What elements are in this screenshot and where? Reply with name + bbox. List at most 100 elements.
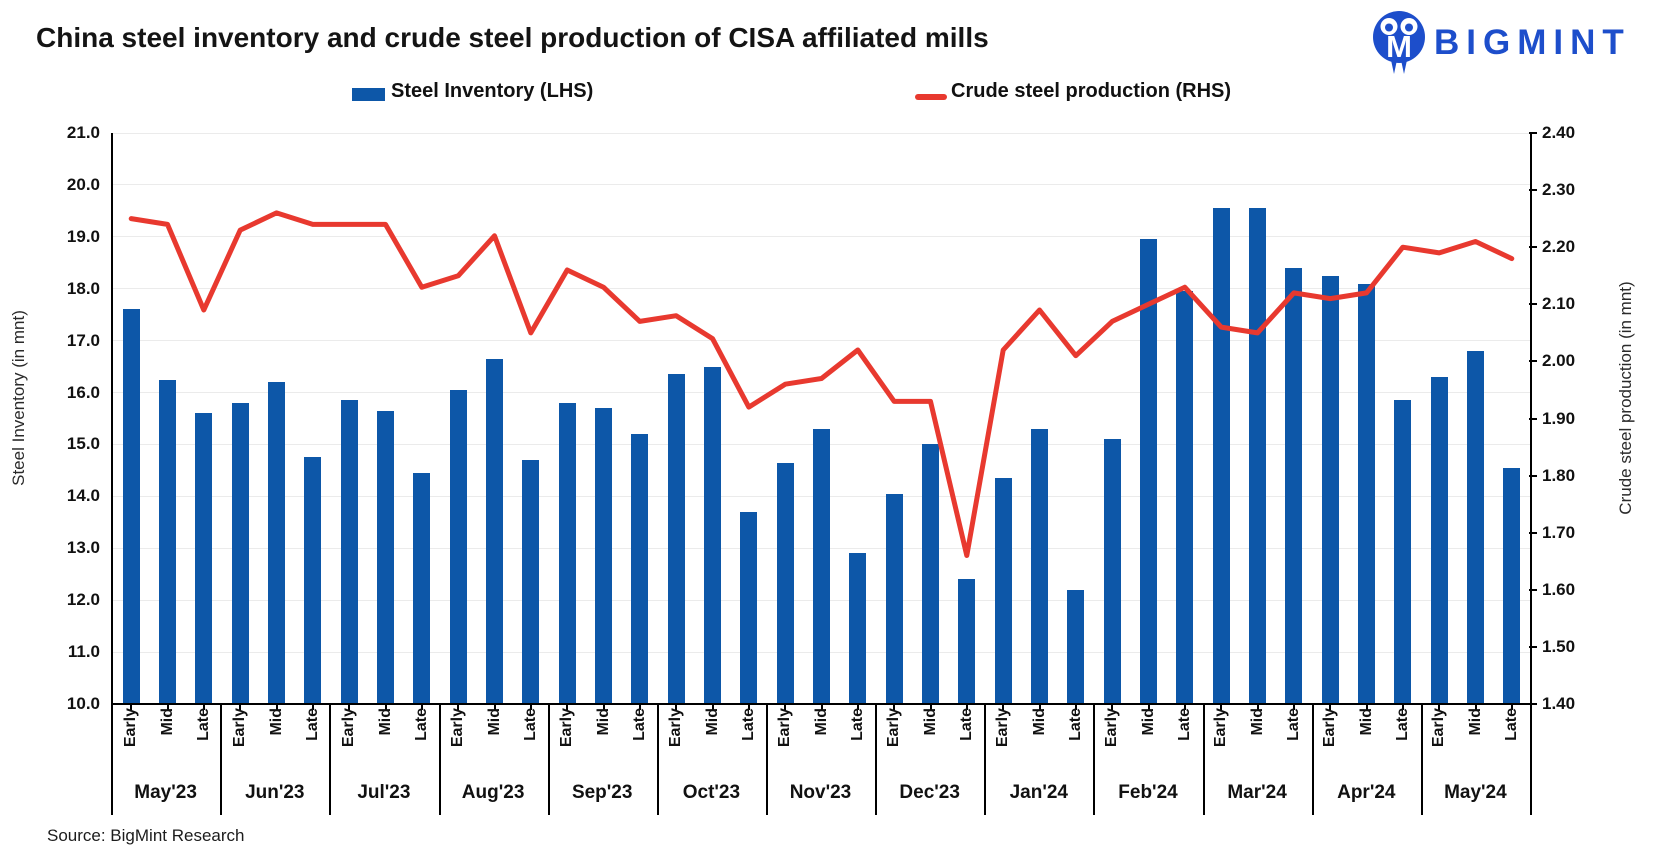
right-axis-tick xyxy=(1529,703,1537,705)
x-axis-tick xyxy=(1365,704,1368,710)
right-axis-tick-label: 1.90 xyxy=(1542,408,1576,428)
bar-steel-inventory xyxy=(776,462,794,704)
x-axis-tick xyxy=(820,704,823,710)
x-tick-label-period: Mid xyxy=(812,708,830,736)
legend-bar-swatch xyxy=(352,88,385,101)
x-tick-label-period: Early xyxy=(449,708,467,748)
x-axis-tick xyxy=(566,704,569,710)
bar-steel-inventory xyxy=(268,382,285,704)
x-axis-month-label: Aug'23 xyxy=(461,782,525,803)
bar-steel-inventory xyxy=(704,366,721,704)
left-axis-tick-label: 19.0 xyxy=(66,226,100,246)
x-tick-label-period: Late xyxy=(412,708,430,741)
x-tick-label-period: Late xyxy=(957,708,975,741)
x-axis-month-label: Nov'23 xyxy=(789,782,852,803)
gridline xyxy=(113,392,1530,394)
left-axis-tick-label: 14.0 xyxy=(66,486,100,506)
left-axis-tick-label: 18.0 xyxy=(66,278,100,298)
x-tick-label-period: Late xyxy=(630,708,648,741)
x-axis-tick xyxy=(166,704,169,710)
x-axis-tick xyxy=(1147,704,1150,710)
x-axis-tick xyxy=(1074,704,1077,710)
bar-steel-inventory xyxy=(1467,351,1484,704)
x-tick-label-period: Late xyxy=(1393,708,1411,741)
x-tick-label-period: Late xyxy=(848,708,866,741)
month-divider xyxy=(984,703,987,815)
left-axis-tick-label: 15.0 xyxy=(66,434,100,454)
x-tick-label-period: Early xyxy=(1321,708,1339,748)
right-axis-tick-label: 2.20 xyxy=(1542,237,1576,257)
bar-steel-inventory xyxy=(994,478,1012,704)
left-axis-tick-label: 12.0 xyxy=(66,590,100,610)
x-axis-tick xyxy=(893,704,896,710)
x-axis-tick xyxy=(493,704,496,710)
bar-steel-inventory xyxy=(1140,239,1157,704)
legend-line-swatch xyxy=(915,94,947,100)
gridline xyxy=(113,236,1530,238)
right-axis-tick xyxy=(1529,303,1537,306)
left-axis-tick-label: 21.0 xyxy=(66,123,100,142)
x-axis-tick xyxy=(1329,704,1332,710)
left-axis-tick-label: 10.0 xyxy=(66,694,100,713)
x-axis-tick xyxy=(784,704,787,710)
month-divider xyxy=(547,703,550,815)
bar-steel-inventory xyxy=(413,473,431,704)
right-axis-tick-label: 1.60 xyxy=(1542,579,1576,599)
x-axis-tick xyxy=(1111,704,1114,710)
bar-steel-inventory xyxy=(558,402,576,704)
x-axis-month-label: Feb'24 xyxy=(1118,782,1178,803)
bar-steel-inventory xyxy=(595,408,612,704)
x-axis-tick xyxy=(638,704,641,710)
bar-steel-inventory xyxy=(1321,275,1339,704)
month-divider xyxy=(1311,703,1314,815)
bar-steel-inventory xyxy=(885,493,903,704)
x-tick-label-period: Late xyxy=(521,708,539,741)
x-axis-tick xyxy=(348,704,351,710)
right-axis-tick xyxy=(1529,417,1537,420)
month-divider xyxy=(765,703,768,815)
bar-steel-inventory xyxy=(377,410,394,704)
x-axis-tick xyxy=(1038,704,1041,710)
left-axis-tick-label: 20.0 xyxy=(66,174,100,194)
x-axis-tick xyxy=(747,704,750,710)
x-axis-tick xyxy=(965,704,968,710)
x-tick-label-period: Early xyxy=(1103,708,1121,748)
x-axis-tick xyxy=(1474,704,1477,710)
x-tick-label-period: Late xyxy=(1284,708,1302,741)
x-tick-label-period: Early xyxy=(122,708,140,748)
x-axis-tick xyxy=(384,704,387,710)
bar-steel-inventory xyxy=(122,309,140,704)
x-tick-label-period: Late xyxy=(194,708,212,741)
month-divider xyxy=(220,703,223,815)
x-tick-label-period: Early xyxy=(231,708,249,748)
bar-steel-inventory xyxy=(1103,439,1121,704)
x-tick-label-period: Mid xyxy=(485,708,503,736)
x-axis-month-label: Apr'24 xyxy=(1337,782,1396,803)
bar-steel-inventory xyxy=(1358,283,1375,704)
right-axis-tick-label: 1.40 xyxy=(1542,694,1576,713)
left-axis-tick-label: 17.0 xyxy=(66,330,100,350)
month-divider xyxy=(1202,703,1205,815)
left-axis-spine xyxy=(111,133,113,815)
bar-steel-inventory xyxy=(667,374,685,704)
bar-steel-inventory xyxy=(486,358,503,704)
x-axis-tick xyxy=(1002,704,1005,710)
x-axis-tick xyxy=(130,704,133,710)
x-tick-label-period: Mid xyxy=(921,708,939,736)
right-axis-tick xyxy=(1529,645,1537,648)
x-axis-month-label: Jan'24 xyxy=(1009,782,1068,803)
x-tick-label-period: Late xyxy=(303,708,321,741)
bar-steel-inventory xyxy=(1394,400,1412,704)
x-tick-label-period: Mid xyxy=(1248,708,1266,736)
line-crude-steel-production xyxy=(128,210,1515,558)
month-divider xyxy=(329,703,332,815)
bar-steel-inventory xyxy=(740,511,758,704)
x-axis-tick xyxy=(711,704,714,710)
bar-steel-inventory xyxy=(958,579,976,704)
right-axis-tick-label: 1.50 xyxy=(1542,636,1576,656)
bar-steel-inventory xyxy=(195,413,213,704)
x-axis-tick xyxy=(602,704,605,710)
gridline xyxy=(113,184,1530,186)
legend-bar-label: Steel Inventory (LHS) xyxy=(391,80,594,102)
